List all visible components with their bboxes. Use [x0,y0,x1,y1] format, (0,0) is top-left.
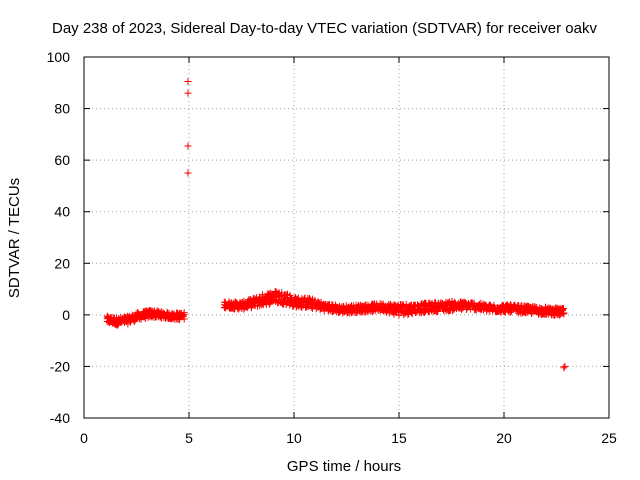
x-tick-label: 15 [391,430,407,446]
y-tick-label: 100 [47,49,71,65]
y-tick-label: 0 [62,307,70,323]
outlier-point [184,89,192,97]
x-tick-label: 10 [286,430,302,446]
data-points [103,78,569,372]
data-point [180,311,188,319]
y-tick-label: 20 [54,255,70,271]
data-point [311,296,319,304]
outlier-point [561,362,569,370]
data-point [560,309,568,317]
axes: -40 -20 0 20 40 60 80 100 0 5 10 15 20 25 [47,49,617,446]
y-tick-label: -20 [50,358,70,374]
grid-lines [84,57,609,418]
y-axis-label: SDTVAR / TECUs [6,178,23,298]
data-point [448,306,456,314]
x-tick-label: 20 [496,430,512,446]
outlier-point [184,78,192,85]
y-tick-label: 80 [54,101,70,117]
x-axis-label: GPS time / hours [287,458,401,475]
data-point [305,294,313,302]
plot-frame [83,56,610,419]
data-point [558,305,566,313]
data-point [294,294,302,302]
x-tick-label: 5 [185,430,193,446]
data-point [179,312,187,320]
y-tick-label: 40 [54,204,70,220]
x-tick-label: 0 [80,430,88,446]
y-tick-label: 60 [54,152,70,168]
y-tick-label: -40 [50,410,70,426]
outlier-point [184,169,192,177]
chart-title: Day 238 of 2023, Sidereal Day-to-day VTE… [52,20,597,37]
outlier-point [560,364,568,372]
outlier-point [184,142,192,150]
data-point [386,300,394,308]
x-tick-label: 25 [601,430,617,446]
